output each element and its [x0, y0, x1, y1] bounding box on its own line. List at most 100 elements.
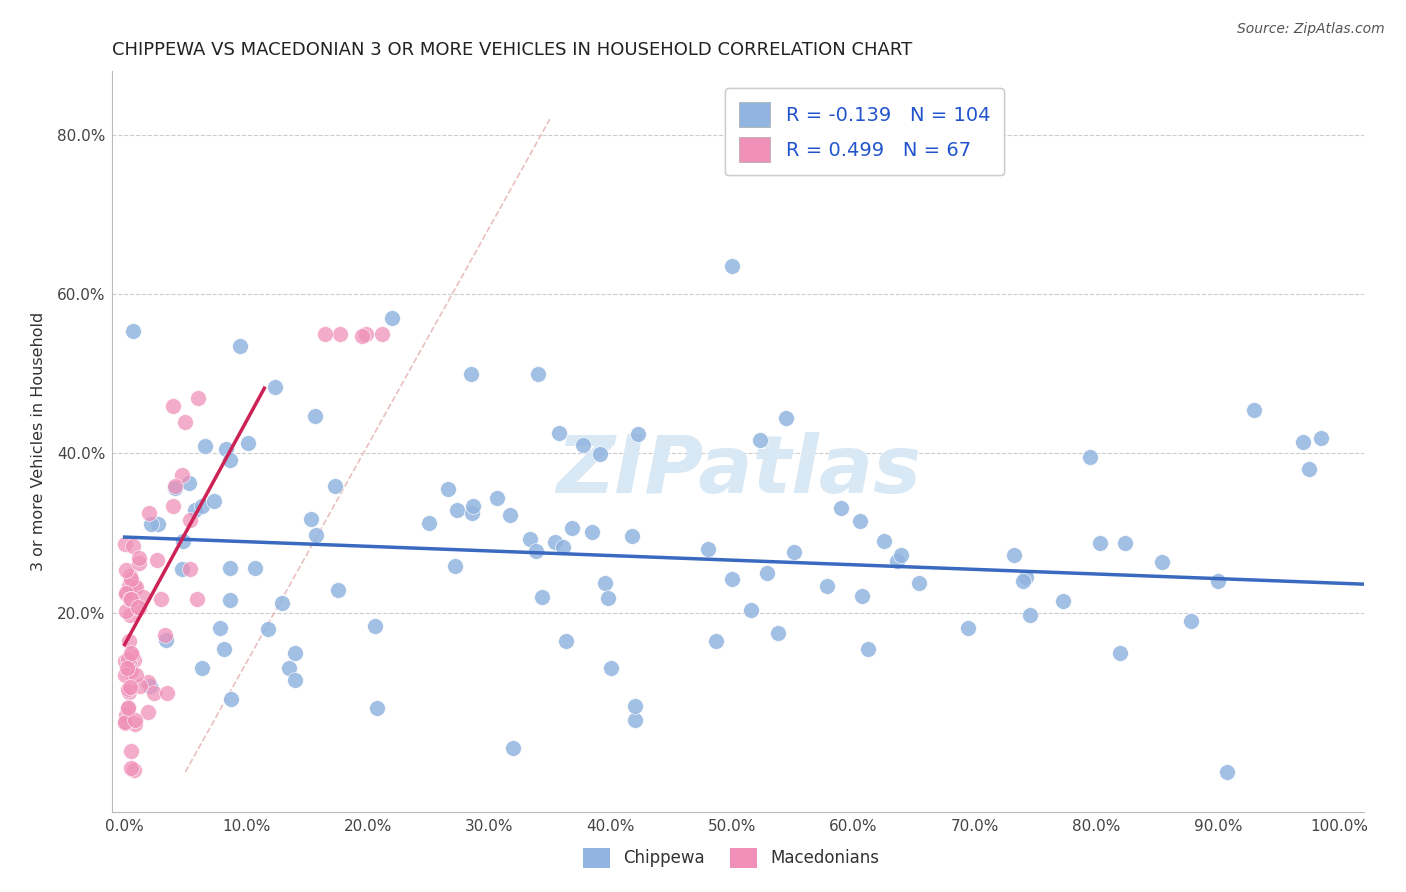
Point	[170, 562, 193, 576]
Point	[326, 583, 349, 598]
Point	[115, 661, 138, 675]
Point	[783, 545, 806, 559]
Point	[132, 590, 155, 604]
Point	[627, 426, 650, 441]
Point	[721, 572, 744, 586]
Point	[621, 529, 644, 543]
Text: ZIPatlas: ZIPatlas	[555, 432, 921, 510]
Point	[121, 664, 143, 678]
Point	[219, 453, 242, 467]
Point	[177, 475, 200, 490]
Point	[184, 502, 207, 516]
Point	[162, 399, 184, 413]
Point	[118, 592, 141, 607]
Point	[1078, 450, 1101, 464]
Point	[174, 415, 197, 429]
Point	[299, 511, 322, 525]
Point	[129, 679, 152, 693]
Point	[114, 563, 136, 577]
Y-axis label: 3 or more Vehicles in Household: 3 or more Vehicles in Household	[31, 312, 46, 571]
Point	[117, 682, 139, 697]
Point	[352, 329, 374, 343]
Point	[114, 668, 136, 682]
Point	[304, 409, 326, 424]
Point	[418, 516, 440, 530]
Point	[162, 499, 184, 513]
Point	[191, 499, 214, 513]
Point	[141, 516, 163, 531]
Point	[856, 641, 879, 656]
Point	[956, 621, 979, 635]
Point	[1298, 462, 1320, 476]
Point	[118, 665, 141, 679]
Point	[214, 642, 236, 657]
Point	[354, 327, 377, 342]
Point	[815, 579, 838, 593]
Point	[704, 633, 727, 648]
Point	[186, 592, 208, 607]
Point	[172, 467, 194, 482]
Point	[873, 534, 896, 549]
Point	[118, 634, 141, 648]
Point	[114, 714, 136, 729]
Point	[118, 607, 141, 622]
Point	[596, 591, 619, 605]
Point	[623, 698, 645, 713]
Point	[163, 479, 186, 493]
Point	[548, 425, 571, 440]
Point	[1109, 646, 1132, 660]
Point	[766, 626, 789, 640]
Point	[1019, 608, 1042, 623]
Point	[124, 652, 146, 666]
Point	[238, 435, 260, 450]
Point	[1002, 548, 1025, 562]
Point	[524, 544, 547, 558]
Point	[498, 508, 520, 523]
Point	[1011, 574, 1033, 589]
Point	[186, 391, 208, 405]
Point	[120, 646, 142, 660]
Point	[122, 579, 145, 593]
Point	[593, 576, 616, 591]
Point	[138, 506, 160, 520]
Point	[215, 442, 238, 457]
Point	[851, 589, 873, 603]
Point	[139, 679, 162, 693]
Point	[437, 482, 460, 496]
Point	[756, 566, 779, 580]
Legend: R = -0.139   N = 104, R = 0.499   N = 67: R = -0.139 N = 104, R = 0.499 N = 67	[725, 88, 1004, 176]
Point	[128, 600, 150, 615]
Text: CHIPPEWA VS MACEDONIAN 3 OR MORE VEHICLES IN HOUSEHOLD CORRELATION CHART: CHIPPEWA VS MACEDONIAN 3 OR MORE VEHICLE…	[112, 41, 912, 59]
Point	[155, 632, 177, 647]
Point	[191, 661, 214, 675]
Point	[124, 713, 146, 727]
Legend: Chippewa, Macedonians: Chippewa, Macedonians	[576, 841, 886, 875]
Point	[115, 708, 138, 723]
Point	[561, 520, 583, 534]
Point	[1152, 555, 1174, 569]
Point	[146, 516, 169, 531]
Point	[118, 579, 141, 593]
Point	[284, 646, 307, 660]
Point	[219, 691, 242, 706]
Point	[830, 501, 852, 516]
Point	[128, 550, 150, 565]
Point	[122, 324, 145, 338]
Text: Source: ZipAtlas.com: Source: ZipAtlas.com	[1237, 22, 1385, 37]
Point	[526, 367, 548, 381]
Point	[371, 327, 394, 342]
Point	[748, 433, 770, 447]
Point	[127, 600, 149, 615]
Point	[202, 493, 225, 508]
Point	[156, 686, 179, 700]
Point	[117, 701, 139, 715]
Point	[555, 634, 578, 648]
Point	[172, 534, 194, 549]
Point	[136, 705, 159, 719]
Point	[530, 590, 553, 604]
Point	[153, 628, 176, 642]
Point	[553, 541, 575, 555]
Point	[122, 764, 145, 778]
Point	[146, 553, 169, 567]
Point	[115, 586, 138, 600]
